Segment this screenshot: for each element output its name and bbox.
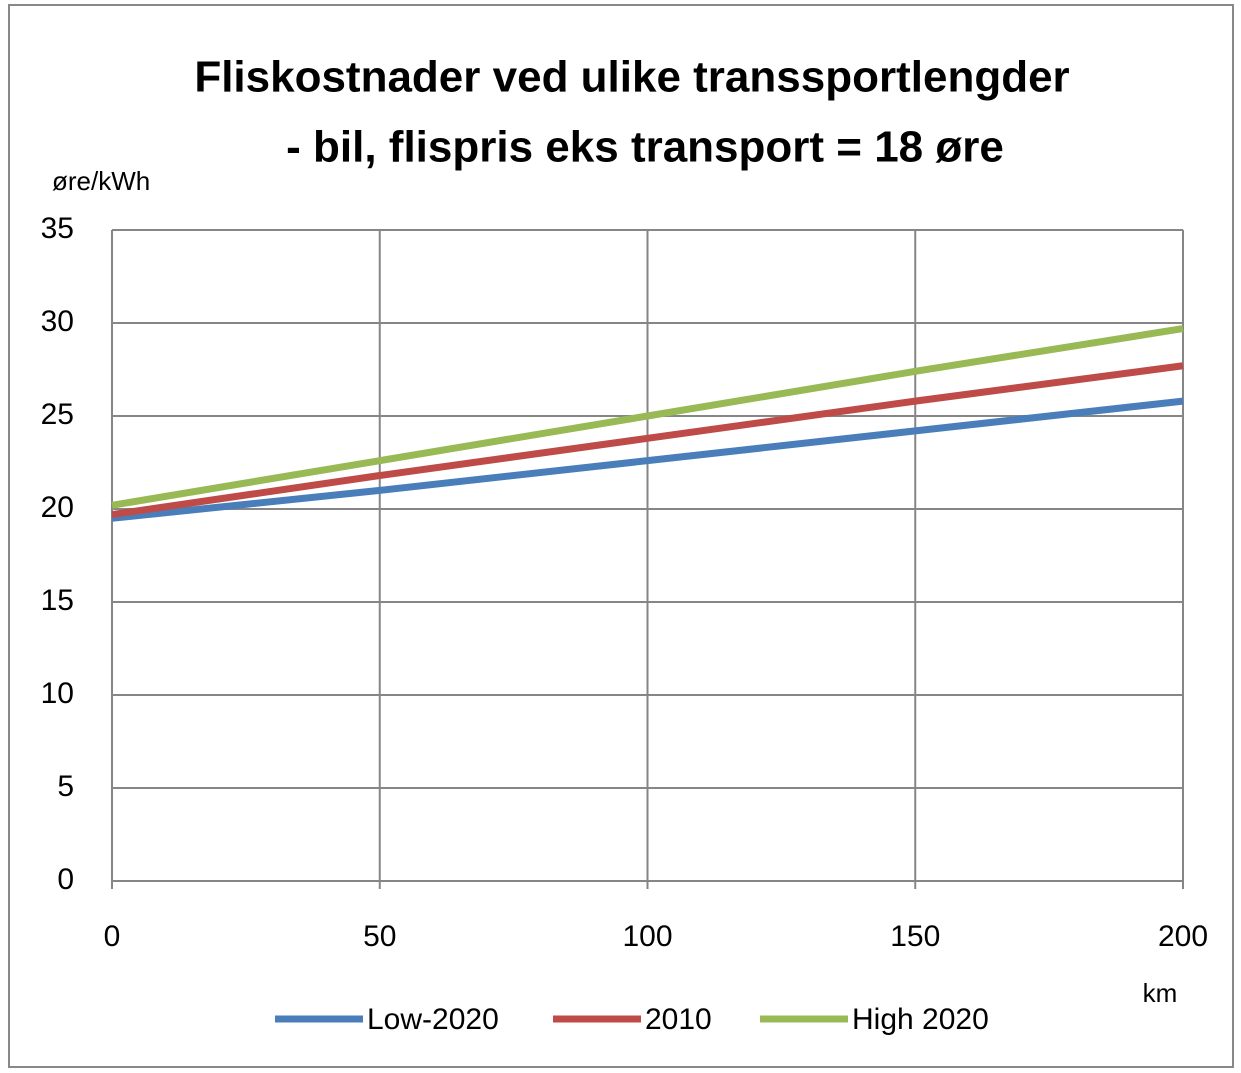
y-tick-label: 5 — [57, 770, 74, 803]
y-axis-label: øre/kWh — [52, 166, 150, 196]
legend-label: Low-2020 — [367, 1003, 499, 1036]
x-tick-label: 0 — [104, 920, 121, 953]
y-tick-label: 30 — [41, 305, 74, 338]
y-tick-label: 35 — [41, 212, 74, 245]
chart-title: - bil, flispris eks transport = 18 øre — [286, 123, 1004, 172]
chart-title: Fliskostnader ved ulike transsportlengde… — [194, 53, 1069, 102]
x-tick-label: 100 — [622, 920, 672, 953]
x-tick-label: 150 — [890, 920, 940, 953]
y-tick-label: 15 — [41, 584, 74, 617]
x-tick-label: 200 — [1158, 920, 1208, 953]
y-tick-label: 25 — [41, 398, 74, 431]
chart-border — [8, 4, 1234, 1068]
line-series — [111, 362, 1184, 519]
x-tick-label: 50 — [363, 920, 396, 953]
line-series — [111, 397, 1184, 522]
y-tick-label: 20 — [41, 491, 74, 524]
line-series — [111, 325, 1184, 509]
legend-label: 2010 — [645, 1003, 712, 1036]
y-tick-label: 0 — [57, 863, 74, 896]
y-tick-label: 10 — [41, 677, 74, 710]
legend-label: High 2020 — [852, 1003, 989, 1036]
x-axis-label: km — [1143, 978, 1178, 1008]
